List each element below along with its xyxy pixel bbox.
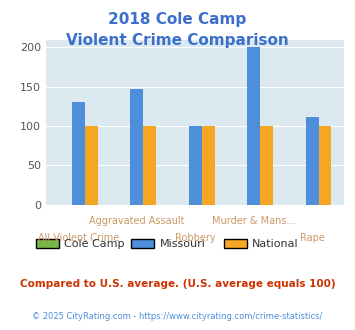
Bar (260, 126, 273, 205)
Text: Missouri: Missouri (160, 239, 206, 248)
Text: Aggravated Assault: Aggravated Assault (89, 216, 185, 226)
Bar (130, 89, 143, 205)
Text: © 2025 CityRating.com - https://www.cityrating.com/crime-statistics/: © 2025 CityRating.com - https://www.city… (32, 312, 323, 321)
Bar (85, 126, 98, 205)
Text: 2018 Cole Camp: 2018 Cole Camp (108, 12, 247, 26)
Text: Rape: Rape (300, 233, 324, 243)
Text: Compared to U.S. average. (U.S. average equals 100): Compared to U.S. average. (U.S. average … (20, 279, 335, 289)
Bar (247, 48, 260, 205)
Text: Cole Camp: Cole Camp (64, 239, 124, 248)
Bar (202, 126, 214, 205)
Text: Violent Crime Comparison: Violent Crime Comparison (66, 33, 289, 48)
Bar (72, 102, 85, 205)
Text: All Violent Crime: All Violent Crime (38, 233, 119, 243)
Text: Robbery: Robbery (175, 233, 215, 243)
Bar (189, 126, 202, 205)
Text: Murder & Mans...: Murder & Mans... (212, 216, 295, 226)
Text: National: National (252, 239, 299, 248)
Bar (319, 126, 332, 205)
Bar (306, 116, 319, 205)
Bar (143, 126, 156, 205)
